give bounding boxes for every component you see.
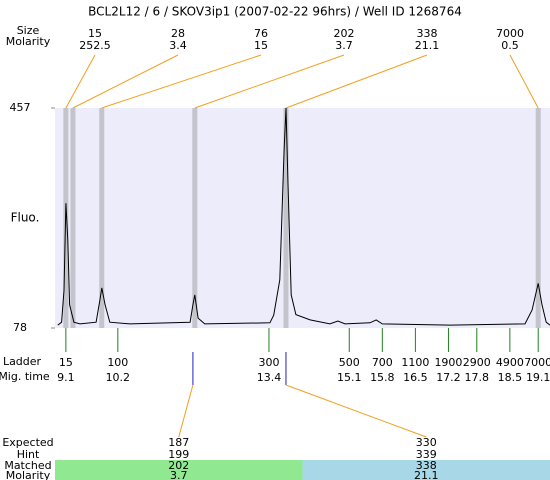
ladder-size: 100 [107, 356, 128, 369]
match-background [302, 460, 550, 480]
ladder-time: 19.1 [526, 371, 550, 384]
y-label: Fluo. [11, 211, 40, 225]
expected-matched: 202 [168, 459, 189, 472]
expected-row-label: Expected [2, 436, 53, 449]
ladder-time: 15.8 [370, 371, 395, 384]
peak-band [70, 108, 76, 328]
title: BCL2L12 / 6 / SKOV3ip1 (2007-02-22 96hrs… [88, 5, 462, 19]
ladder-time: 17.2 [436, 371, 461, 384]
ladder-size: 7000 [524, 356, 550, 369]
expected-row-label: Hint [17, 448, 40, 461]
ladder-time: 18.5 [498, 371, 523, 384]
peak-molarity: 3.7 [335, 39, 353, 52]
ladder-time: 13.4 [257, 371, 282, 384]
peak-leader [194, 54, 345, 109]
ladder-time: 16.5 [403, 371, 428, 384]
peak-size: 76 [254, 27, 268, 40]
peak-leader [101, 54, 262, 109]
ladder-size: 4900 [496, 356, 524, 369]
expected-leader [285, 384, 427, 438]
peak-size: 202 [334, 27, 355, 40]
peak-size: 28 [171, 27, 185, 40]
ladder-time: 10.2 [106, 371, 131, 384]
size-row-label: Size [17, 24, 40, 37]
ladder-label: Ladder [3, 355, 42, 368]
peak-band [283, 108, 289, 328]
expected-row-label: Matched [4, 459, 51, 472]
ladder-size: 700 [372, 356, 393, 369]
trace [57, 107, 550, 326]
expected-hint: 199 [168, 448, 189, 461]
plot-area [55, 108, 550, 328]
ladder-size: 1900 [434, 356, 462, 369]
peak-leader [285, 54, 428, 109]
peak-molarity: 21.1 [415, 39, 440, 52]
peak-size: 15 [88, 27, 102, 40]
match-background [55, 460, 303, 480]
ladder-size: 15 [59, 356, 73, 369]
mig-time-label: Mig. time [0, 370, 50, 383]
peak-leader [72, 54, 179, 109]
y-tick-label: 78 [13, 321, 27, 334]
peak-band [535, 108, 541, 328]
expected-row-label: Molarity [6, 469, 51, 480]
peak-molarity: 252.5 [79, 39, 111, 52]
peak-molarity: 0.5 [501, 39, 519, 52]
molarity-row-label: Molarity [6, 35, 51, 48]
expected-molarity: 3.7 [170, 469, 188, 480]
expected-matched: 338 [416, 459, 437, 472]
ladder-size: 500 [339, 356, 360, 369]
peak-molarity: 3.4 [169, 39, 187, 52]
peak-size: 338 [417, 27, 438, 40]
y-tick-label: 457 [10, 101, 31, 114]
expected-molarity: 21.1 [414, 469, 439, 480]
peak-size: 7000 [496, 27, 524, 40]
peak-molarity: 15 [254, 39, 268, 52]
peak-band [192, 108, 198, 328]
peak-leader [65, 54, 96, 109]
expected-expected: 330 [416, 436, 437, 449]
expected-leader [178, 384, 194, 438]
ladder-time: 17.8 [465, 371, 490, 384]
ladder-time: 9.1 [57, 371, 75, 384]
ladder-size: 300 [258, 356, 279, 369]
ladder-size: 2900 [463, 356, 491, 369]
expected-hint: 339 [416, 448, 437, 461]
peak-band [99, 108, 105, 328]
ladder-time: 15.1 [337, 371, 362, 384]
peak-leader [509, 54, 539, 109]
expected-expected: 187 [168, 436, 189, 449]
ladder-size: 1100 [401, 356, 429, 369]
